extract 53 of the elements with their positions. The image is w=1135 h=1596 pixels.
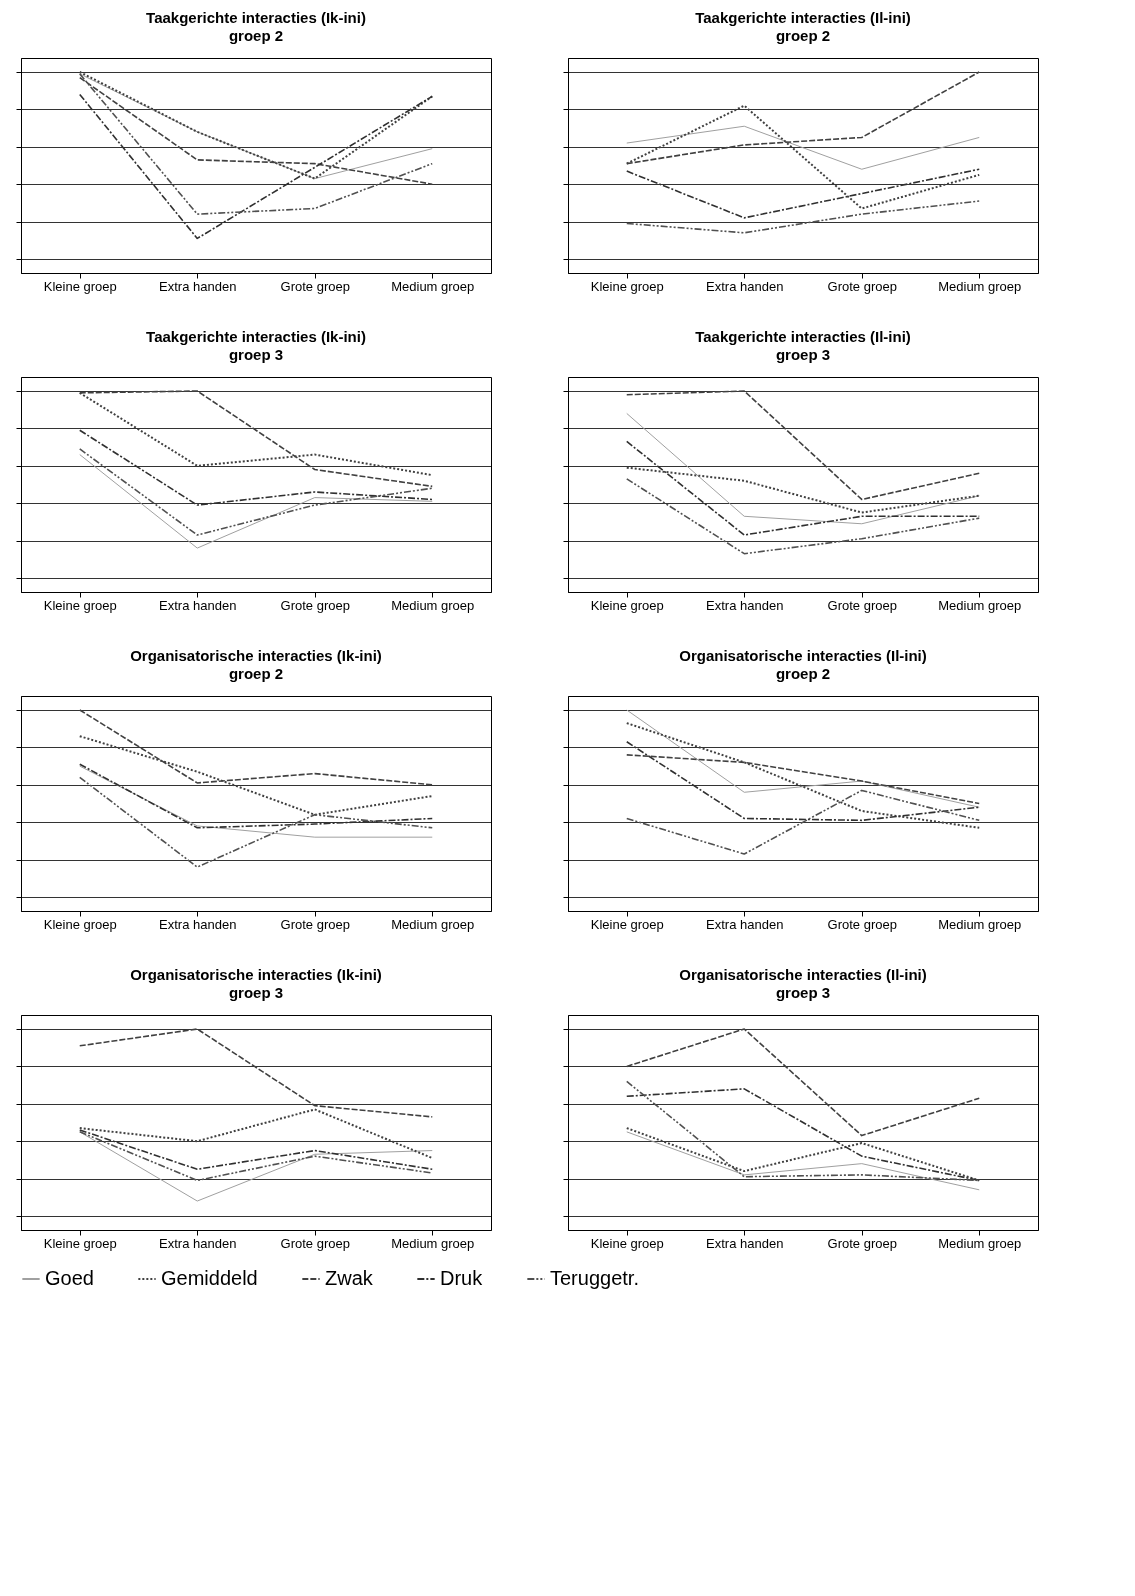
x-tick-label: Extra handen <box>706 597 784 613</box>
x-tick-label: Medium groep <box>938 916 1022 932</box>
chart-subtitle: groep 3 <box>775 346 831 363</box>
x-tick-label: Kleine groep <box>590 278 664 294</box>
x-tick-label: Grote groep <box>280 916 350 932</box>
x-tick-label: Medium groep <box>938 597 1022 613</box>
x-tick-label: Extra handen <box>706 916 784 932</box>
chart-title: Taakgerichte interacties (Ik-ini) <box>146 9 366 26</box>
x-tick-label: Extra handen <box>706 278 784 294</box>
x-tick-label: Kleine groep <box>43 1235 117 1251</box>
legend-label: Druk <box>440 1267 484 1289</box>
x-tick-label: Kleine groep <box>590 597 664 613</box>
legend-label: Goed <box>45 1267 94 1289</box>
chart-title: Taakgerichte interacties (Il-ini) <box>695 9 911 26</box>
chart-subtitle: groep 2 <box>775 27 831 44</box>
x-tick-label: Kleine groep <box>43 916 117 932</box>
chart-title: Organisatorische interacties (Il-ini) <box>679 647 927 664</box>
x-tick-label: Extra handen <box>159 597 237 613</box>
x-tick-label: Extra handen <box>159 1235 237 1251</box>
chart-title: Organisatorische interacties (Il-ini) <box>679 966 927 983</box>
chart-subtitle: groep 3 <box>775 984 831 1001</box>
x-tick-label: Grote groep <box>827 597 897 613</box>
x-tick-label: Grote groep <box>827 278 897 294</box>
chart-title: Taakgerichte interacties (Ik-ini) <box>146 328 366 345</box>
x-tick-label: Medium groep <box>391 916 475 932</box>
x-tick-label: Extra handen <box>159 278 237 294</box>
chart-title: Organisatorische interacties (Ik-ini) <box>130 966 382 983</box>
chart-subtitle: groep 3 <box>228 984 284 1001</box>
chart-subtitle: groep 2 <box>228 27 284 44</box>
legend-label: Zwak <box>325 1267 374 1289</box>
chart-subtitle: groep 2 <box>775 665 831 682</box>
chart-title: Taakgerichte interacties (Il-ini) <box>695 328 911 345</box>
legend-label: Gemiddeld <box>161 1267 258 1289</box>
x-tick-label: Grote groep <box>280 597 350 613</box>
x-tick-label: Grote groep <box>280 278 350 294</box>
x-tick-label: Medium groep <box>391 1235 475 1251</box>
x-tick-label: Kleine groep <box>43 278 117 294</box>
chart-subtitle: groep 2 <box>228 665 284 682</box>
chart-subtitle: groep 3 <box>228 346 284 363</box>
x-tick-label: Kleine groep <box>590 1235 664 1251</box>
x-tick-label: Extra handen <box>706 1235 784 1251</box>
x-tick-label: Grote groep <box>827 1235 897 1251</box>
x-tick-label: Grote groep <box>280 1235 350 1251</box>
chart-title: Organisatorische interacties (Ik-ini) <box>130 647 382 664</box>
x-tick-label: Grote groep <box>827 916 897 932</box>
legend-label: Teruggetr. <box>550 1267 639 1289</box>
x-tick-label: Medium groep <box>938 1235 1022 1251</box>
x-tick-label: Extra handen <box>159 916 237 932</box>
x-tick-label: Kleine groep <box>43 597 117 613</box>
x-tick-label: Medium groep <box>391 597 475 613</box>
x-tick-label: Medium groep <box>391 278 475 294</box>
x-tick-label: Medium groep <box>938 278 1022 294</box>
x-tick-label: Kleine groep <box>590 916 664 932</box>
